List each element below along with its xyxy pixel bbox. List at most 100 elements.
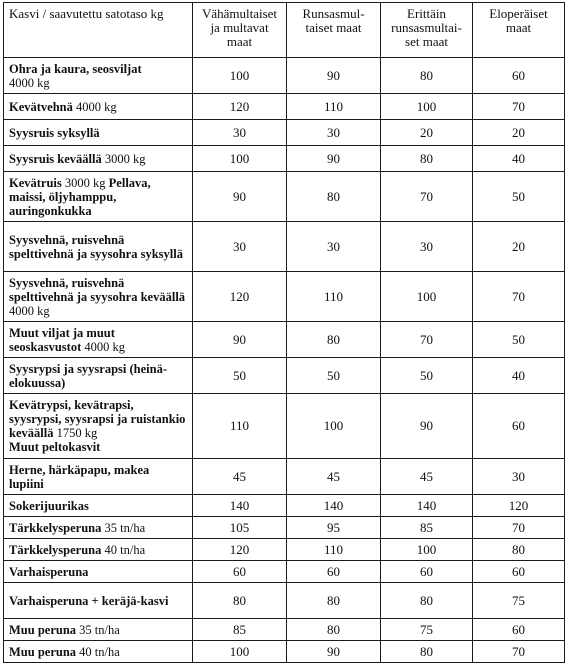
- value-cell: 60: [380, 560, 473, 583]
- value-cell: 50: [472, 171, 565, 222]
- value-cell: 40: [472, 145, 565, 172]
- header-row: Kasvi / saavutettu satotaso kg Vähämulta…: [3, 2, 565, 58]
- table-row: Muut viljat ja muut seoskasvustot 4000 k…: [3, 321, 565, 358]
- table-row: Muu peruna 40 tn/ha 100 90 80 70: [3, 640, 565, 663]
- value-cell: 45: [380, 458, 473, 495]
- value-cell: 30: [192, 119, 287, 146]
- value-cell: 60: [192, 560, 287, 583]
- crop-cell: Herne, härkäpapu, makea lupiini: [3, 458, 193, 495]
- yield-level: 35 tn/ha: [76, 622, 120, 637]
- value-cell: 120: [192, 538, 287, 561]
- crop-label: Kevätvehnä: [9, 99, 73, 114]
- yield-level: 3000 kg: [101, 151, 146, 166]
- crop-label: Syysvehnä, ruisvehnä spelttivehnä ja syy…: [9, 232, 183, 261]
- value-cell: 70: [472, 271, 565, 322]
- value-cell: 105: [192, 516, 287, 539]
- value-cell: 50: [380, 357, 473, 394]
- table-row: Varhaisperuna 60 60 60 60: [3, 560, 565, 583]
- crop-cell: Muu peruna 35 tn/ha: [3, 618, 193, 641]
- value-cell: 80: [192, 582, 287, 619]
- value-cell: 50: [286, 357, 381, 394]
- table-row: Tärkkelysperuna 40 tn/ha 120 110 100 80: [3, 538, 565, 561]
- value-cell: 85: [380, 516, 473, 539]
- crop-cell: Muut viljat ja muut seoskasvustot 4000 k…: [3, 321, 193, 358]
- value-cell: 90: [286, 145, 381, 172]
- value-cell: 80: [380, 582, 473, 619]
- value-cell: 100: [380, 271, 473, 322]
- value-cell: 70: [472, 516, 565, 539]
- crop-label: Kevätrypsi, kevätrapsi, syysrypsi, syysr…: [9, 398, 186, 440]
- crop-cell: Syysvehnä, ruisvehnä spelttivehnä ja syy…: [3, 271, 193, 322]
- value-cell: 90: [192, 171, 287, 222]
- crop-label: Muut viljat ja muut seoskasvustot: [9, 325, 115, 354]
- value-cell: 120: [472, 494, 565, 517]
- value-cell: 50: [192, 357, 287, 394]
- value-cell: 70: [380, 171, 473, 222]
- value-cell: 75: [472, 582, 565, 619]
- table-row: Tärkkelysperuna 35 tn/ha 105 95 85 70: [3, 516, 565, 539]
- value-cell: 30: [472, 458, 565, 495]
- fertilization-table: Kasvi / saavutettu satotaso kg Vähämulta…: [3, 2, 565, 663]
- value-cell: 75: [380, 618, 473, 641]
- table-row: Kevätvehnä 4000 kg 120 110 100 70: [3, 93, 565, 120]
- crop-cell: Kevätruis 3000 kg Pellava, maissi, öljyh…: [3, 171, 193, 222]
- crop-cell: Varhaisperuna + keräjä-kasvi: [3, 582, 193, 619]
- crop-cell: Ohra ja kaura, seosviljat 4000 kg: [3, 57, 193, 94]
- value-cell: 50: [472, 321, 565, 358]
- value-cell: 140: [192, 494, 287, 517]
- crop-cell: Tärkkelysperuna 40 tn/ha: [3, 538, 193, 561]
- value-cell: 80: [380, 145, 473, 172]
- header-organic: Eloperäiset maat: [472, 2, 565, 58]
- value-cell: 80: [286, 321, 381, 358]
- crop-cell: Syysruis syksyllä: [3, 119, 193, 146]
- crop-cell: Tärkkelysperuna 35 tn/ha: [3, 516, 193, 539]
- crop-cell: Syysrypsi ja syysrapsi (heinä-elokuussa): [3, 357, 193, 394]
- crop-cell: Syysruis keväällä 3000 kg: [3, 145, 193, 172]
- crop-label: Herne, härkäpapu, makea lupiini: [9, 462, 150, 491]
- table-row: Ohra ja kaura, seosviljat 4000 kg 100 90 …: [3, 57, 565, 94]
- crop-label-secondary: Pellava, maissi, öljyhamppu, auringonkuk…: [9, 175, 151, 218]
- value-cell: 140: [380, 494, 473, 517]
- value-cell: 110: [286, 93, 381, 120]
- value-cell: 60: [286, 560, 381, 583]
- header-humus-rich: Runsasmul-taiset maat: [286, 2, 381, 58]
- value-cell: 45: [192, 458, 287, 495]
- table-row: Herne, härkäpapu, makea lupiini 45 45 45…: [3, 458, 565, 495]
- yield-level: 1750 kg: [53, 426, 98, 440]
- table-row: Kevätrypsi, kevätrapsi, syysrypsi, syysr…: [3, 393, 565, 459]
- value-cell: 80: [286, 618, 381, 641]
- crop-label-secondary: Muut peltokasvit: [9, 440, 101, 454]
- crop-label: Sokerijuurikas: [9, 498, 89, 513]
- value-cell: 95: [286, 516, 381, 539]
- crop-label: Syysruis syksyllä: [9, 125, 100, 140]
- value-cell: 110: [286, 538, 381, 561]
- value-cell: 20: [472, 119, 565, 146]
- crop-label: Tärkkelysperuna: [9, 542, 102, 557]
- value-cell: 120: [192, 93, 287, 120]
- table-row: Syysvehnä, ruisvehnä spelttivehnä ja syy…: [3, 221, 565, 272]
- table-row: Muu peruna 35 tn/ha 85 80 75 60: [3, 618, 565, 641]
- table-row: Syysruis syksyllä 30 30 20 20: [3, 119, 565, 146]
- table-row: Syysvehnä, ruisvehnä spelttivehnä ja syy…: [3, 271, 565, 322]
- value-cell: 60: [472, 560, 565, 583]
- value-cell: 30: [286, 119, 381, 146]
- header-low-humus: Vähämultaiset ja multavat maat: [192, 2, 287, 58]
- crop-label: Varhaisperuna + keräjä-kasvi: [9, 593, 169, 608]
- value-cell: 30: [286, 221, 381, 272]
- yield-level: 40 tn/ha: [101, 542, 146, 557]
- crop-label: Syysrypsi ja syysrapsi (heinä-elokuussa): [9, 361, 168, 390]
- value-cell: 70: [472, 93, 565, 120]
- crop-cell: Kevätvehnä 4000 kg: [3, 93, 193, 120]
- value-cell: 80: [380, 57, 473, 94]
- value-cell: 120: [192, 271, 287, 322]
- crop-label: Varhaisperuna: [9, 564, 89, 579]
- value-cell: 90: [192, 321, 287, 358]
- crop-cell: Sokerijuurikas: [3, 494, 193, 517]
- crop-label: Muu peruna: [9, 622, 77, 637]
- yield-level: 4000 kg: [9, 75, 50, 90]
- value-cell: 90: [286, 640, 381, 663]
- value-cell: 100: [192, 145, 287, 172]
- crop-label: Muu peruna: [9, 644, 77, 659]
- value-cell: 60: [472, 57, 565, 94]
- value-cell: 80: [286, 582, 381, 619]
